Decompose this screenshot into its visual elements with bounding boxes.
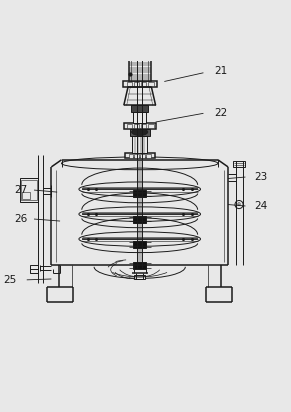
Bar <box>133 190 146 197</box>
Text: 27: 27 <box>14 185 28 195</box>
Bar <box>134 275 145 279</box>
Bar <box>30 265 38 273</box>
Bar <box>127 82 132 86</box>
Bar <box>21 180 37 200</box>
Bar <box>127 124 132 128</box>
Bar <box>129 61 151 81</box>
Text: 25: 25 <box>3 275 16 285</box>
Bar <box>133 55 146 61</box>
Bar <box>233 161 245 167</box>
Bar <box>132 136 147 153</box>
Bar <box>134 124 139 128</box>
Bar <box>133 112 146 123</box>
Text: 24: 24 <box>255 201 268 211</box>
Bar <box>141 82 146 86</box>
Text: 21: 21 <box>214 66 228 76</box>
Bar <box>134 82 139 86</box>
Bar <box>131 105 148 112</box>
Bar <box>148 124 154 128</box>
Bar <box>125 153 155 158</box>
Bar <box>141 124 146 128</box>
Bar <box>140 154 145 158</box>
Bar <box>129 129 150 136</box>
Bar <box>19 178 38 201</box>
Bar <box>133 241 146 248</box>
Bar <box>124 123 156 129</box>
Bar <box>133 215 146 222</box>
Bar <box>134 154 139 158</box>
Bar <box>22 192 30 199</box>
Bar <box>129 154 133 158</box>
Text: 22: 22 <box>214 108 228 118</box>
Bar <box>148 82 154 86</box>
Bar <box>123 81 157 87</box>
Ellipse shape <box>132 129 148 136</box>
Text: ⊕: ⊕ <box>237 202 241 207</box>
Bar <box>136 52 143 55</box>
Text: 23: 23 <box>255 172 268 182</box>
Bar <box>146 154 151 158</box>
Bar <box>133 262 146 269</box>
Text: 26: 26 <box>14 214 28 224</box>
